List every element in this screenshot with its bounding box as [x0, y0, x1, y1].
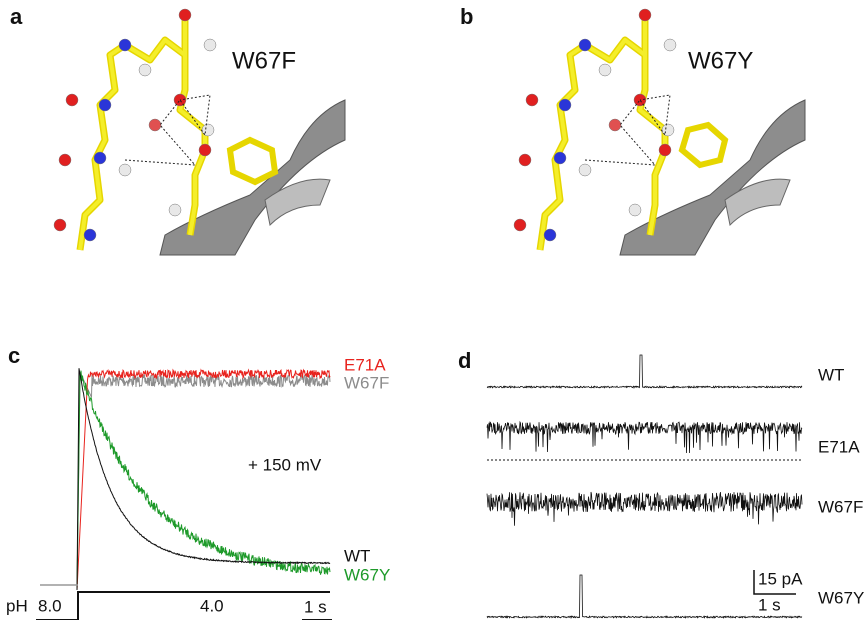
atom	[203, 38, 217, 52]
atom	[658, 143, 672, 157]
helix	[619, 99, 806, 256]
atom	[178, 8, 192, 22]
trace-label: W67Y	[344, 565, 390, 584]
atom	[118, 38, 132, 52]
voltage-annotation: + 150 mV	[248, 455, 322, 474]
trace-label: W67F	[344, 373, 389, 392]
panel-title: W67F	[232, 47, 296, 74]
scale-label: 1 s	[758, 595, 781, 614]
trace-label: W67Y	[818, 588, 864, 607]
structures	[53, 8, 806, 256]
atom	[513, 218, 527, 232]
ph-label: pH	[6, 596, 28, 615]
channel-trace	[486, 491, 803, 526]
atom	[608, 118, 622, 132]
current-trace	[76, 368, 331, 591]
atom	[661, 123, 675, 137]
atom	[525, 93, 539, 107]
trace-label: WT	[344, 546, 370, 565]
ring	[678, 121, 729, 169]
atom	[93, 151, 107, 165]
atom	[638, 8, 652, 22]
current-trace	[76, 370, 331, 591]
atom	[168, 203, 182, 217]
atom	[553, 151, 567, 165]
atom	[118, 163, 132, 177]
channel-trace	[486, 354, 803, 390]
atom	[578, 38, 592, 52]
scale-label: 1 s	[304, 597, 327, 616]
helix	[264, 178, 331, 227]
atom	[518, 153, 532, 167]
single-channel-traces	[486, 354, 803, 620]
atom	[98, 98, 112, 112]
scale-bar	[753, 570, 796, 595]
ph-step	[36, 584, 332, 620]
atom	[148, 118, 162, 132]
panel-label: d	[458, 348, 471, 373]
atom	[65, 93, 79, 107]
atom	[558, 98, 572, 112]
panel-title: W67Y	[688, 47, 753, 74]
trace-label: WT	[818, 365, 844, 384]
helix	[724, 178, 791, 227]
backbone	[538, 18, 667, 251]
backbone	[78, 18, 207, 251]
atom	[201, 123, 215, 137]
trace-label: W67F	[818, 497, 863, 516]
atom	[198, 143, 212, 157]
atom	[628, 203, 642, 217]
panel-label: c	[8, 343, 20, 368]
h-bonds	[584, 94, 671, 166]
trace-label: E71A	[818, 437, 860, 456]
trace-label: E71A	[344, 355, 386, 374]
scale-label: 15 pA	[758, 569, 803, 588]
atom	[543, 228, 557, 242]
current-trace	[76, 368, 331, 591]
atom	[138, 63, 152, 77]
ring	[226, 136, 279, 186]
panel-label: b	[460, 4, 473, 29]
atom	[578, 163, 592, 177]
atom	[58, 153, 72, 167]
atom	[663, 38, 677, 52]
helix	[159, 99, 346, 256]
atom	[598, 63, 612, 77]
atom	[83, 228, 97, 242]
macro-traces	[76, 368, 331, 591]
channel-trace	[486, 420, 803, 454]
channel-trace	[486, 574, 803, 620]
ph-value: 4.0	[200, 596, 224, 615]
panel-label: a	[10, 4, 23, 29]
current-trace	[76, 371, 331, 591]
ph-value: 8.0	[38, 596, 62, 615]
h-bonds	[124, 94, 211, 166]
atom	[53, 218, 67, 232]
